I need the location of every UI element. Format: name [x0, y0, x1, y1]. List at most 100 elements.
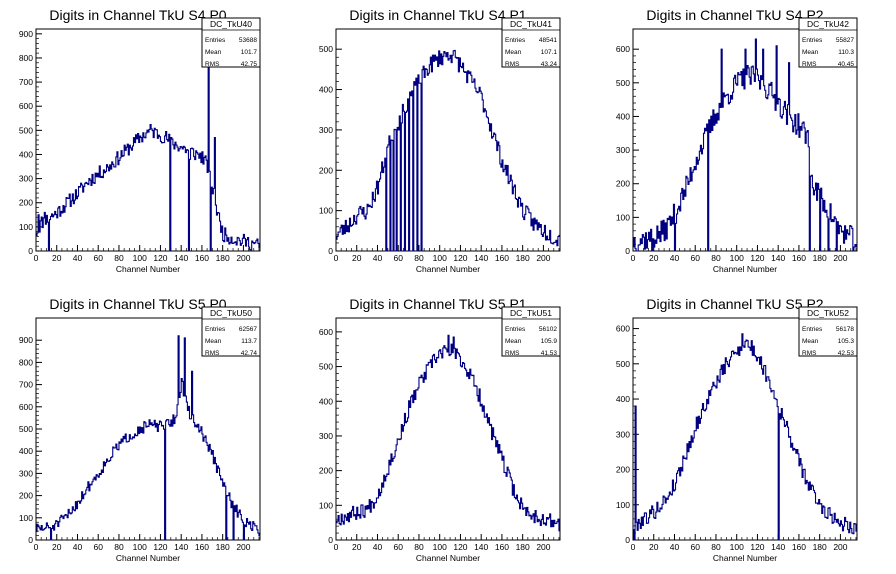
stats-label: RMS — [205, 61, 220, 68]
y-tick-label: 900 — [19, 335, 33, 345]
y-tick-label: 200 — [319, 165, 333, 175]
x-axis-label: Channel Number — [116, 553, 180, 563]
y-tick-label: 600 — [319, 327, 333, 337]
histogram-panel: Digits in Channel TkU S5 P00100200300400… — [19, 296, 261, 563]
stats-value: 40.45 — [838, 61, 855, 68]
y-tick-label: 500 — [616, 78, 630, 88]
histogram-panel: Digits in Channel TkU S4 P10100200300400… — [319, 7, 561, 274]
y-tick-label: 600 — [616, 44, 630, 54]
y-tick-label: 100 — [19, 222, 33, 232]
x-tick-label: 100 — [433, 542, 447, 552]
x-axis-label: Channel Number — [416, 264, 480, 274]
stats-label: Entries — [505, 326, 526, 333]
y-tick-label: 200 — [616, 465, 630, 475]
x-tick-label: 180 — [813, 253, 827, 263]
histogram-series — [336, 49, 560, 252]
plot-frame — [632, 317, 858, 541]
y-tick-label: 100 — [319, 500, 333, 510]
x-tick-label: 100 — [730, 542, 744, 552]
stats-value: 110.3 — [838, 49, 854, 56]
x-tick-label: 60 — [93, 542, 103, 552]
histogram-series — [633, 38, 857, 252]
chart-title: Digits in Channel TkU S4 P2 — [646, 7, 823, 23]
stats-label: Mean — [205, 49, 222, 56]
chart-title: Digits in Channel TkU S4 P0 — [49, 7, 226, 23]
x-tick-label: 40 — [73, 542, 83, 552]
y-tick-label: 200 — [19, 491, 33, 501]
x-tick-label: 200 — [536, 542, 550, 552]
y-tick-label: 0 — [625, 246, 630, 256]
stats-value: 55827 — [836, 37, 854, 44]
x-tick-label: 40 — [73, 253, 83, 263]
stats-label: Entries — [205, 326, 226, 333]
histogram-series — [633, 333, 857, 541]
y-tick-label: 100 — [319, 206, 333, 216]
histogram-series — [36, 42, 260, 252]
y-tick-label: 300 — [19, 468, 33, 478]
x-tick-label: 80 — [414, 542, 424, 552]
x-tick-label: 160 — [195, 253, 209, 263]
x-tick-label: 200 — [236, 253, 250, 263]
stats-name: DC_TkU52 — [807, 308, 849, 318]
y-tick-label: 400 — [19, 149, 33, 159]
y-tick-label: 600 — [19, 101, 33, 111]
x-tick-label: 120 — [153, 253, 167, 263]
x-tick-label: 0 — [631, 542, 636, 552]
stats-label: Mean — [802, 338, 819, 345]
y-tick-label: 800 — [19, 357, 33, 367]
stats-value: 101.7 — [241, 49, 258, 56]
x-axis-label: Channel Number — [713, 553, 777, 563]
x-tick-label: 0 — [334, 253, 339, 263]
y-tick-label: 200 — [319, 466, 333, 476]
x-tick-label: 0 — [34, 542, 39, 552]
stats-value: 113.7 — [241, 338, 257, 345]
stats-value: 105.9 — [541, 338, 558, 345]
stats-value: 48541 — [539, 37, 557, 44]
x-tick-label: 160 — [792, 542, 806, 552]
histogram-panel: Digits in Channel TkU S5 P10100200300400… — [319, 296, 561, 563]
x-tick-label: 20 — [649, 253, 659, 263]
y-tick-label: 500 — [616, 359, 630, 369]
x-tick-label: 80 — [711, 253, 721, 263]
y-tick-label: 500 — [319, 44, 333, 54]
stats-label: RMS — [505, 350, 520, 357]
x-tick-label: 140 — [174, 542, 188, 552]
stats-value: 43.24 — [541, 61, 558, 68]
x-tick-label: 180 — [516, 542, 530, 552]
stats-label: Mean — [505, 338, 522, 345]
stats-box — [798, 17, 858, 68]
x-tick-label: 100 — [133, 542, 147, 552]
x-tick-label: 0 — [34, 253, 39, 263]
y-tick-label: 0 — [625, 535, 630, 545]
stats-name: DC_TkU51 — [510, 308, 552, 318]
x-tick-label: 60 — [393, 253, 403, 263]
y-tick-label: 500 — [19, 125, 33, 135]
x-axis-label: Channel Number — [713, 264, 777, 274]
y-tick-label: 200 — [616, 179, 630, 189]
y-tick-label: 300 — [19, 174, 33, 184]
stats-label: Entries — [505, 37, 526, 44]
stats-value: 53688 — [239, 37, 257, 44]
stats-box — [201, 306, 261, 357]
x-tick-label: 160 — [195, 542, 209, 552]
stats-name: DC_TkU50 — [210, 308, 252, 318]
plot-frame — [335, 28, 561, 252]
histogram-series — [336, 334, 560, 532]
x-tick-label: 60 — [690, 542, 700, 552]
y-tick-label: 100 — [616, 212, 630, 222]
y-tick-label: 200 — [19, 198, 33, 208]
stats-label: RMS — [505, 61, 520, 68]
stats-label: Entries — [802, 37, 823, 44]
x-tick-label: 80 — [114, 542, 124, 552]
stats-name: DC_TkU40 — [210, 19, 252, 29]
stats-label: RMS — [802, 350, 817, 357]
y-tick-label: 100 — [19, 513, 33, 523]
x-tick-label: 120 — [453, 253, 467, 263]
x-tick-label: 20 — [352, 253, 362, 263]
stats-label: RMS — [802, 61, 817, 68]
x-tick-label: 160 — [495, 253, 509, 263]
x-tick-label: 120 — [153, 542, 167, 552]
stats-label: Mean — [802, 49, 819, 56]
x-tick-label: 120 — [750, 253, 764, 263]
